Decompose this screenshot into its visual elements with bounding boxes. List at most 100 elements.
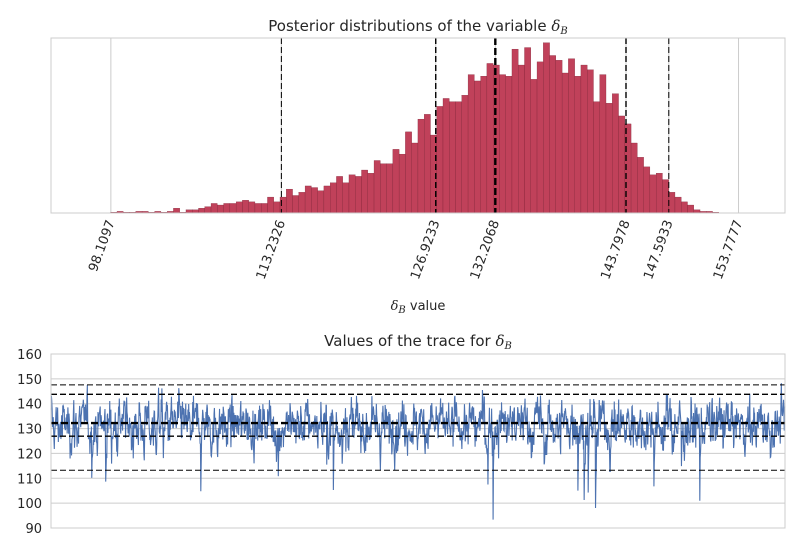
histogram-bar: [217, 204, 224, 214]
histogram-bar: [292, 195, 299, 214]
histogram-bar: [643, 166, 651, 214]
histogram-bars: [110, 42, 719, 214]
trace-title: Values of the trace for δB: [324, 332, 512, 352]
histogram-frame: [50, 37, 786, 214]
histogram-bar: [229, 203, 237, 214]
histogram-bar: [417, 118, 425, 214]
histogram-bar: [655, 173, 663, 214]
histogram-bar: [311, 187, 318, 214]
histogram-bar: [210, 203, 218, 214]
histogram-bar: [543, 42, 550, 214]
histogram-bar: [198, 208, 205, 214]
histogram-bar: [267, 196, 274, 214]
histogram-bar: [605, 103, 613, 214]
histogram-bar: [261, 203, 268, 214]
histogram-bar: [580, 64, 588, 214]
trace-y-tick-label: 150: [17, 373, 42, 388]
histogram-bar: [304, 185, 312, 214]
trace-credible-lines: [51, 384, 785, 471]
trace-y-tick-label: 140: [17, 398, 42, 413]
histogram-x-tick-labels: 98.1097 113.2326 126.9233 132.2068 143.7978 1…: [86, 218, 746, 281]
histogram-x-tick-label: 113.2326: [254, 218, 289, 281]
histogram-bar: [405, 131, 412, 214]
trace-y-tick-label: 120: [17, 447, 42, 462]
trace-y-tick-label: 130: [17, 423, 42, 438]
histogram-bar: [574, 76, 582, 214]
histogram-bar: [286, 188, 293, 214]
histogram-bar: [330, 182, 337, 214]
histogram-bar: [242, 200, 249, 214]
histogram-bar: [536, 61, 544, 214]
histogram-bar: [373, 160, 381, 214]
histogram-x-tick-label: 98.1097: [86, 218, 118, 274]
histogram-bar: [480, 76, 488, 214]
histogram-bar: [298, 192, 306, 214]
histogram-bar: [511, 48, 519, 214]
histogram-bar: [668, 192, 676, 214]
histogram-bar: [386, 163, 394, 214]
histogram-bar: [254, 203, 262, 214]
histogram-bar: [355, 176, 362, 214]
histogram-bar: [599, 74, 607, 214]
histogram-bar: [235, 201, 243, 214]
trace-panel: Values of the trace for δB 160 150 140 130 1…: [17, 332, 786, 537]
histogram-bar: [499, 74, 506, 214]
histogram-bar: [442, 98, 450, 214]
histogram-x-tick-label: 153.7777: [711, 218, 746, 281]
histogram-bar: [662, 179, 669, 214]
histogram-bar: [630, 142, 638, 214]
histogram-bar: [323, 185, 331, 214]
histogram-bar: [568, 58, 575, 214]
histogram-bar: [173, 208, 180, 214]
histogram-x-tick-label: 126.9233: [408, 218, 443, 281]
histogram-bar: [587, 69, 594, 214]
histogram-bar: [411, 142, 419, 214]
trace-y-tick-label: 90: [25, 522, 42, 537]
histogram-bar: [455, 101, 462, 214]
histogram-bar: [436, 106, 444, 214]
histogram-bar: [524, 47, 531, 214]
trace-y-tick-label: 160: [17, 348, 42, 363]
histogram-bar: [593, 101, 600, 214]
histogram-bar: [248, 201, 256, 214]
histogram-bar: [612, 93, 619, 214]
histogram-title: Posterior distributions of the variable …: [268, 17, 567, 37]
histogram-bar: [530, 79, 538, 214]
histogram-bar: [555, 60, 563, 214]
histogram-bar: [618, 115, 625, 214]
histogram-bar: [687, 204, 694, 214]
histogram-bar: [398, 153, 406, 214]
trace-y-tick-label: 110: [17, 472, 42, 487]
histogram-bar: [637, 157, 644, 214]
histogram-bar: [649, 174, 657, 214]
trace-series-line: [50, 383, 786, 520]
histogram-x-tick-label: 132.2068: [468, 218, 503, 281]
trace-y-tick-labels: 160 150 140 130 120 110 100 90: [17, 348, 42, 537]
histogram-bar: [336, 176, 343, 214]
histogram-bar: [505, 76, 513, 214]
histogram-bar: [681, 201, 688, 214]
histogram-bar: [317, 190, 325, 214]
histogram-x-axis-label: δB value: [391, 299, 446, 316]
histogram-bar: [449, 101, 456, 214]
histogram-bar: [348, 174, 356, 214]
histogram-x-tick-label: 143.7978: [598, 218, 633, 281]
histogram-bar: [204, 206, 212, 214]
trace-frame: [50, 353, 786, 529]
histogram-bar: [549, 55, 556, 214]
histogram-bar: [361, 169, 368, 214]
histogram-bar: [518, 64, 525, 214]
histogram-bar: [273, 201, 281, 214]
histogram-bar: [223, 203, 231, 214]
histogram-bar: [486, 63, 494, 214]
histogram-bar: [424, 114, 431, 214]
histogram-bar: [367, 173, 375, 214]
histogram-bar: [392, 149, 400, 214]
histogram-bar: [380, 163, 387, 214]
histogram-bar: [674, 196, 682, 214]
histogram-bar: [342, 182, 350, 214]
histogram-credible-lines: [280, 38, 670, 213]
histogram-bar: [561, 72, 569, 214]
histogram-x-tick-label: 147.5933: [641, 218, 676, 281]
